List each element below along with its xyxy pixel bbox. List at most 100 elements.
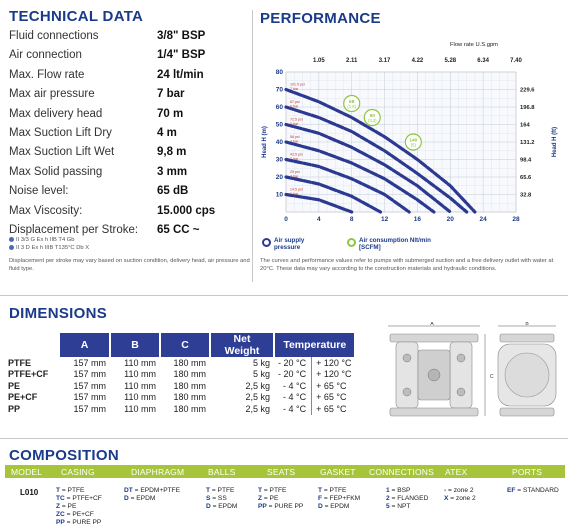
consumption-bubble (343, 94, 361, 113)
composition-option: - = zone 2 (444, 487, 476, 495)
pressure-label-psi: 58 psi (290, 135, 300, 139)
tech-row: Max Solid passing 3 mm (9, 166, 249, 185)
composition-option: D = EPDM (206, 503, 237, 511)
option-name: SS (217, 494, 227, 502)
option-sep: = (262, 487, 270, 494)
top-tick-label: 2.11 (346, 58, 358, 64)
y-tick-label: 40 (276, 139, 284, 146)
option-code: S (206, 494, 211, 502)
composition-col-gasket: T = PTFE F = FEP+FKM D = EPDM (318, 487, 360, 511)
consumption-value: 140 (409, 138, 417, 144)
dim-temp-max: + 120 °C (316, 357, 352, 368)
option-code: EF (507, 487, 516, 494)
tech-row-label: Displacement per Stroke: (9, 223, 139, 236)
composition-col-connections: 1 = BSP 2 = FLANGED 5 = NPT (386, 487, 428, 511)
option-name: STANDARD (522, 487, 559, 494)
tech-row-label: Max air pressure (9, 88, 95, 101)
composition-option: X = zone 2 (444, 495, 476, 503)
composition-col-diaphragm: DT = EPDM+PTFE D = EPDM (124, 487, 180, 503)
option-code: Z (258, 494, 263, 502)
atex-marks: II 3/3 G Ex h IIB T4 Gb II 3 D Ex h IIIB … (9, 236, 89, 252)
tech-row-value: 9,8 m (157, 146, 187, 159)
performance-note: The curves and performance values refer … (260, 258, 554, 272)
pressure-label-bar: 3 bar (290, 157, 299, 161)
tech-row-value: 1/4" BSP (157, 49, 206, 62)
dim-a: 157 mm (73, 403, 106, 414)
right-tick-label: 164 (520, 123, 530, 129)
option-name: zone 2 (455, 494, 476, 502)
x-tick-label: 4 (317, 216, 321, 223)
right-tick-label: 98.4 (520, 158, 532, 164)
option-name: PE+CF (72, 510, 94, 518)
pressure-label-bar: 2 bar (290, 175, 299, 179)
dim-model: PE (8, 380, 21, 391)
composition-header-seats: SEATS (267, 466, 296, 477)
option-code: DT (124, 487, 133, 494)
option-sep: = (132, 487, 141, 494)
dim-b: 110 mm (124, 392, 156, 403)
tech-row: Fluid connections 3/8" BSP (9, 30, 249, 49)
option-name: BSP (397, 487, 411, 494)
composition-header-bar: MODEL CASING DIAPHRAGM BALLS SEATS GASKET CONN… (5, 465, 565, 478)
right-tick-label: 131.2 (520, 140, 535, 146)
option-name: PURE PP (72, 518, 102, 526)
dim-c: 180 mm (173, 380, 206, 391)
option-name: zone 2 (453, 487, 474, 494)
atex-mark: II 3 D Ex h IIIB T135°C Db X (9, 244, 89, 252)
tech-row-label: Max Suction Lift Dry (9, 126, 112, 139)
option-name: FEP+FKM (329, 494, 361, 502)
dim-a: 157 mm (73, 392, 106, 403)
x-tick-label: 0 (284, 216, 288, 223)
dim-weight: 2,5 kg (245, 380, 270, 391)
option-code: PP (258, 502, 267, 510)
top-tick-label: 7.40 (510, 58, 522, 64)
dim-header-c: C (160, 333, 211, 357)
dim-header-a: A (60, 333, 111, 357)
dim-b: 110 mm (124, 357, 156, 368)
option-code: - (444, 487, 447, 494)
pump-side-view: B (497, 322, 557, 417)
option-sep: = (389, 494, 398, 502)
composition-header-gasket: GASKET (320, 466, 356, 477)
option-name: EPDM+PTFE (140, 487, 181, 494)
legend-air-supply: Air supply pressure (262, 237, 324, 251)
x-tick-label: 24 (480, 216, 488, 223)
option-code: 5 (386, 502, 390, 510)
composition-header-connections: CONNECTIONS (369, 466, 435, 477)
y-tick-label: 60 (276, 104, 284, 111)
dim-temp-max: + 65 °C (316, 392, 347, 403)
composition-option: 1 = BSP (386, 487, 428, 495)
pump-front-view: A C (388, 322, 494, 417)
technical-data-title: TECHNICAL DATA (9, 8, 144, 25)
option-name: NPT (397, 502, 411, 510)
section-divider (0, 295, 568, 296)
dim-b: 110 mm (124, 380, 156, 391)
pressure-label-psi: 72.5 psi (290, 118, 303, 122)
dim-temp-min: - 4 °C (274, 391, 313, 403)
dim-temp-min: - 20 °C (274, 368, 313, 380)
pressure-curve (284, 175, 383, 214)
dim-temp-min: - 20 °C (274, 357, 313, 369)
tech-row-value: 3/8" BSP (157, 30, 206, 42)
option-sep: = (322, 494, 330, 502)
pressure-label-psi: 43.5 psi (290, 153, 303, 157)
air-supply-marker (262, 238, 271, 247)
y-tick-label: 10 (276, 192, 284, 199)
top-tick-label: 3.17 (379, 58, 391, 64)
option-sep: = (64, 494, 73, 502)
right-tick-label: 229.6 (520, 88, 535, 94)
dim-c: 180 mm (173, 369, 206, 380)
option-code: 1 (386, 487, 390, 494)
dim-temp-min: - 4 °C (274, 403, 313, 415)
dim-row: PE 157 mm 110 mm 180 mm 2,5 kg - 4 °C + 65 °C (8, 380, 355, 392)
option-sep: = (64, 518, 73, 526)
dim-temp-min: - 4 °C (274, 380, 313, 392)
tech-row-value: 3 mm (157, 165, 188, 178)
pressure-curve (284, 122, 452, 214)
option-code: D (124, 494, 129, 502)
tech-row-label: Max Solid passing (9, 165, 103, 178)
composition-option: DT = EPDM+PTFE (124, 487, 180, 495)
option-name: PTFE (329, 487, 347, 494)
composition-title: COMPOSITION (9, 447, 119, 464)
